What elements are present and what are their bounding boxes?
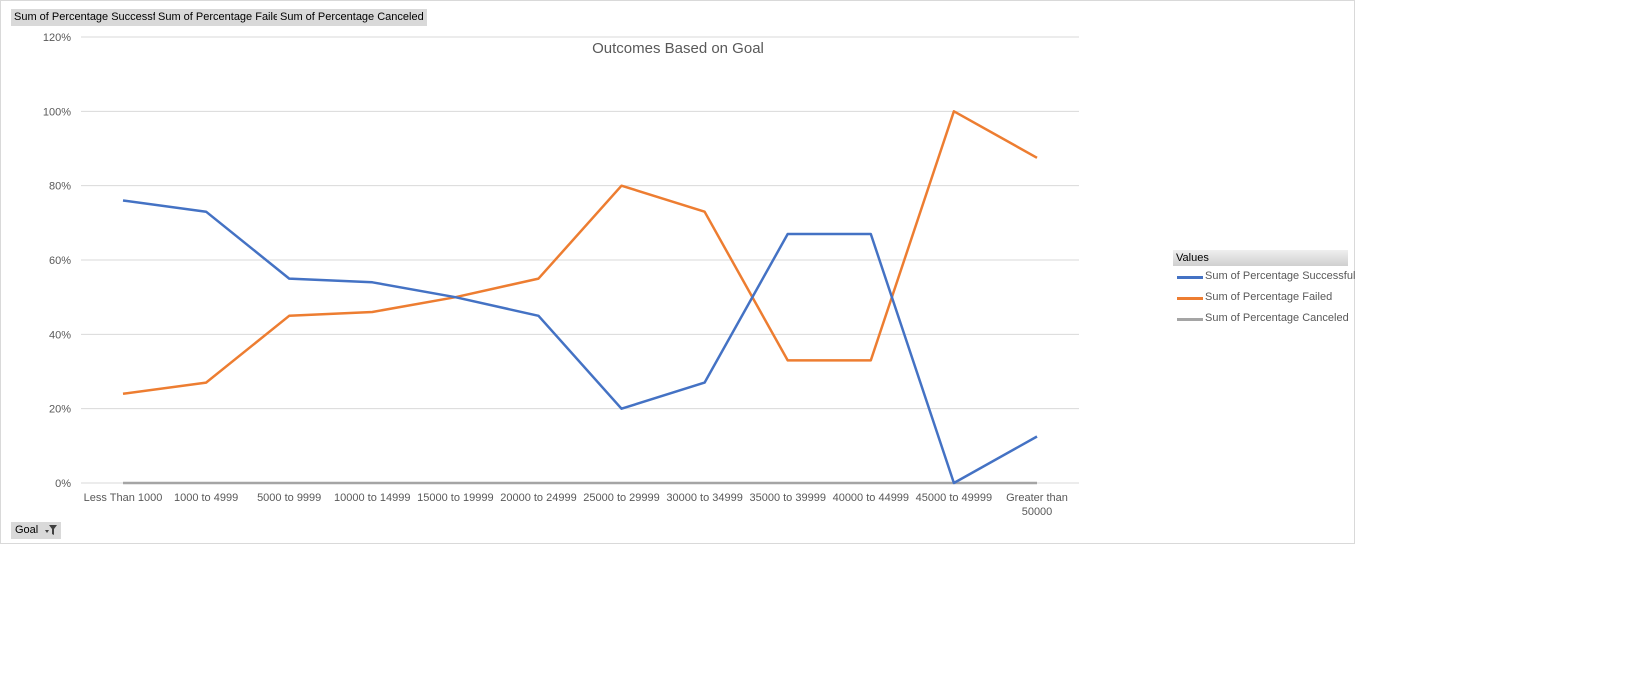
x-tick-label: 20000 to 24999 [500, 492, 576, 504]
y-tick-label: 20% [49, 404, 71, 416]
field-button-percentage-canceled[interactable]: Sum of Percentage Canceled [277, 9, 427, 26]
legend: Values Sum of Percentage Successful Sum … [1173, 250, 1355, 329]
line-chart: 0% 20% 40% 60% 80% 100% 120% Less Than 1000 100… [43, 32, 1079, 518]
x-tick-label: 45000 to 49999 [916, 492, 992, 504]
x-tick-label: 30000 to 34999 [666, 492, 742, 504]
legend-swatch-canceled [1177, 318, 1203, 321]
x-tick-label: 40000 to 44999 [833, 492, 909, 504]
legend-swatch-failed [1177, 297, 1203, 300]
legend-item-canceled[interactable]: Sum of Percentage Canceled [1173, 308, 1349, 329]
x-tick-label: 10000 to 14999 [334, 492, 410, 504]
gridlines [81, 36, 1079, 484]
y-tick-label: 120% [43, 32, 71, 44]
pivot-chart-area: Sum of Percentage Successful Sum of Perc… [0, 0, 1355, 544]
y-axis-ticks: 0% 20% 40% 60% 80% 100% 120% [43, 32, 71, 490]
x-tick-label: 1000 to 4999 [174, 492, 238, 504]
x-tick-label: 15000 to 19999 [417, 492, 493, 504]
field-button-percentage-failed[interactable]: Sum of Percentage Failed [155, 9, 289, 26]
chart-title: Outcomes Based on Goal [592, 40, 764, 57]
field-button-percentage-successful[interactable]: Sum of Percentage Successful [11, 9, 168, 26]
series-lines [122, 110, 1038, 485]
legend-label-successful: Sum of Percentage Successful [1205, 270, 1356, 282]
legend-swatch-successful [1177, 276, 1203, 279]
legend-label-canceled: Sum of Percentage Canceled [1205, 312, 1349, 324]
y-tick-label: 100% [43, 106, 71, 118]
x-tick-label: Greater than 50000 [1006, 492, 1068, 518]
x-tick-label: 25000 to 29999 [583, 492, 659, 504]
legend-label-failed: Sum of Percentage Failed [1205, 291, 1333, 303]
y-tick-label: 60% [49, 255, 71, 267]
goal-filter-label: Goal [15, 524, 39, 536]
goal-filter-button[interactable]: Goal [11, 522, 61, 539]
legend-item-failed[interactable]: Sum of Percentage Failed [1173, 287, 1348, 308]
y-tick-label: 80% [49, 181, 71, 193]
x-tick-label: 35000 to 39999 [749, 492, 825, 504]
series-line-successful[interactable] [122, 199, 1038, 485]
filter-dropdown-icon [45, 525, 57, 535]
series-line-failed[interactable] [122, 110, 1038, 396]
legend-item-successful[interactable]: Sum of Percentage Successful [1173, 266, 1355, 287]
y-tick-label: 0% [55, 478, 71, 490]
x-tick-label: 5000 to 9999 [257, 492, 321, 504]
x-tick-label: Less Than 1000 [84, 492, 163, 504]
y-tick-label: 40% [49, 329, 71, 341]
x-axis-ticks: Less Than 1000 1000 to 4999 5000 to 9999 10… [84, 492, 1068, 518]
legend-header: Values [1173, 250, 1348, 266]
